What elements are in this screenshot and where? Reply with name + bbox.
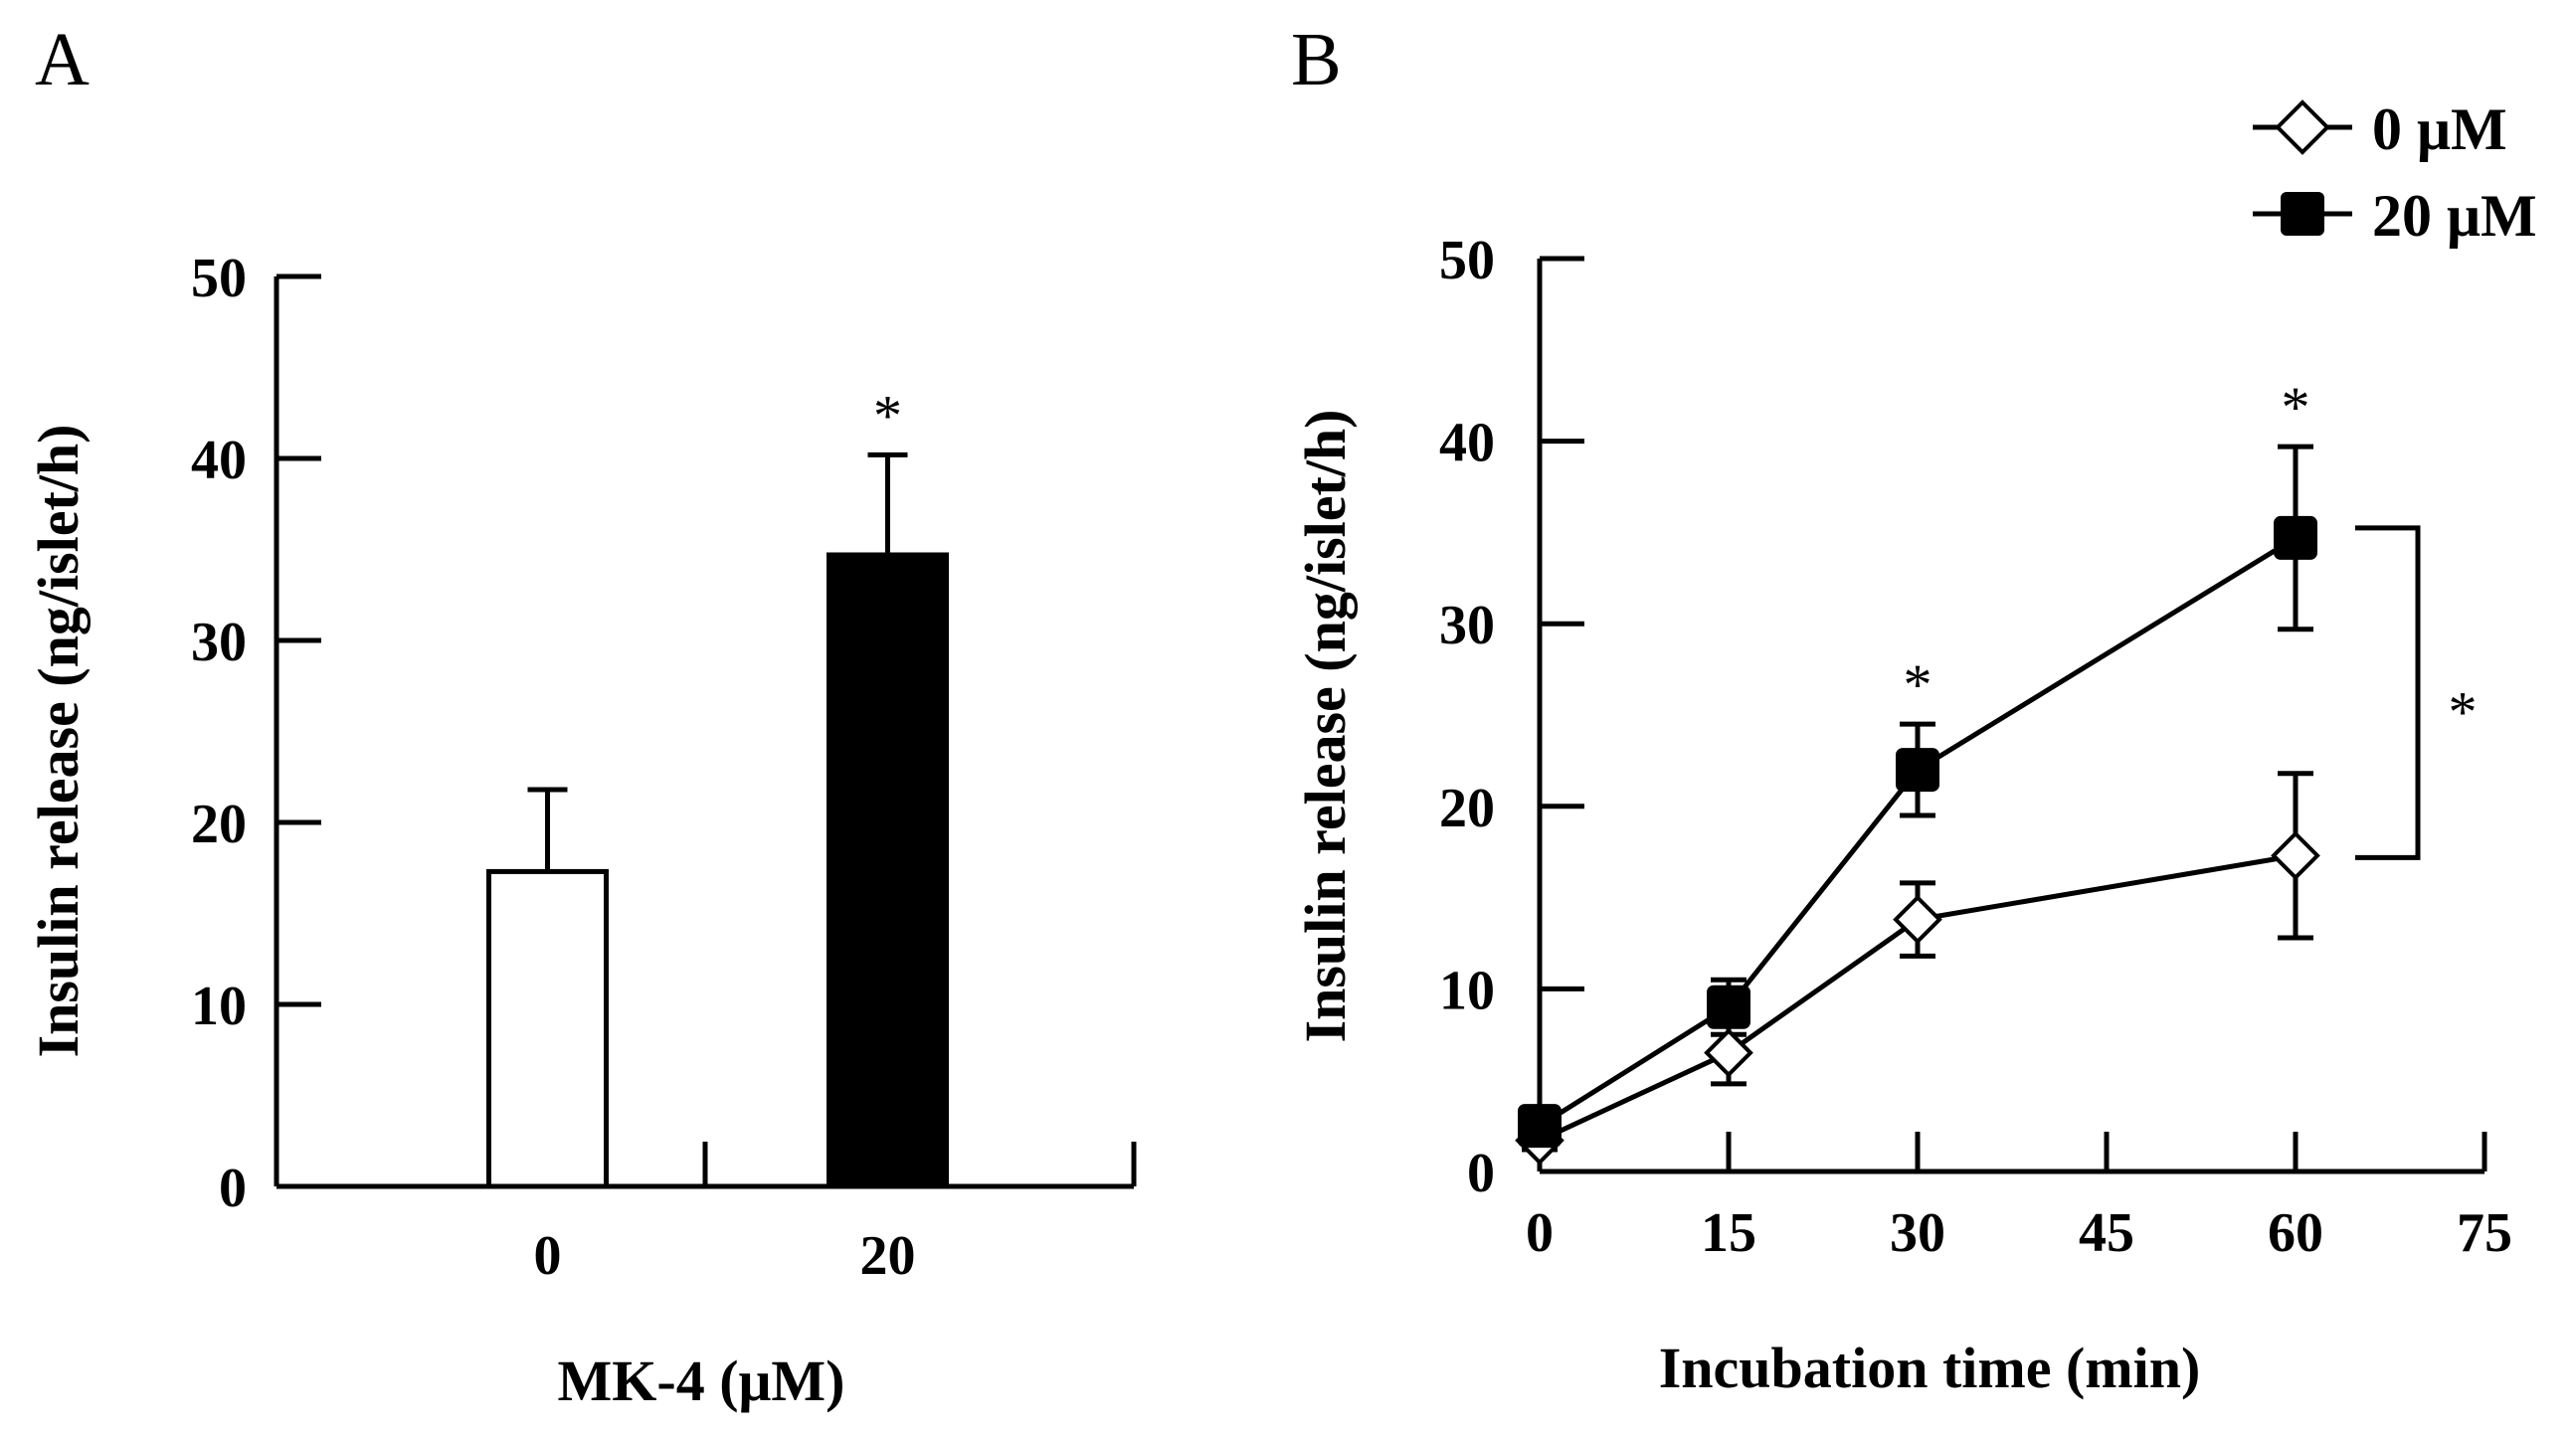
panel-b-x-tick-label: 60 <box>2268 1202 2323 1264</box>
panel-b-point-filled-square <box>1707 985 1750 1029</box>
panel-a-y-tick-label: 50 <box>191 248 247 309</box>
panel-b-significance-mark: * <box>1904 652 1932 717</box>
panel-b-axes: 0 10 20 30 40 50 0 15 30 45 60 75 <box>1439 230 2512 1264</box>
panel-a-bar-20 <box>827 552 949 1189</box>
panel-b-y-tick-label: 20 <box>1439 778 1495 839</box>
panel-a: A 0 20 * 0 10 20 30 40 50 Insulin release (ng/i… <box>26 18 1137 1413</box>
panel-b-y-tick-label: 30 <box>1439 595 1495 656</box>
panel-a-axes: 0 10 20 30 40 50 <box>191 248 1137 1219</box>
panel-b-y-tick-label: 50 <box>1439 230 1495 291</box>
panel-a-x-tick-label: 20 <box>860 1225 916 1287</box>
panel-b-point-open-diamond <box>2271 830 2320 881</box>
legend-item-0: 0 μM <box>2253 96 2507 162</box>
panel-b-point-open-diamond <box>1893 894 1942 945</box>
panel-b-series-line-1 <box>1538 535 2298 1129</box>
panel-b-y-tick-label: 0 <box>1467 1143 1495 1204</box>
panel-b-x-tick-label: 0 <box>1526 1202 1554 1264</box>
legend-label-0: 0 μM <box>2372 96 2507 162</box>
panel-a-significance-mark: * <box>873 383 902 448</box>
panel-b-x-tick-label: 75 <box>2457 1202 2512 1264</box>
legend-marker-open-diamond <box>2275 99 2330 155</box>
panel-a-y-tick-label: 40 <box>191 430 247 491</box>
legend-label-1: 20 μM <box>2372 183 2537 249</box>
panel-b-series: * * * <box>1515 375 2478 1166</box>
panel-b-point-filled-square <box>1896 748 1939 793</box>
panel-b-letter: B <box>1291 18 1342 101</box>
panel-b-point-open-diamond <box>1704 1027 1753 1078</box>
panel-a-letter: A <box>35 18 90 101</box>
panel-a-y-tick-label: 20 <box>191 794 247 855</box>
panel-b-point-filled-square <box>1518 1104 1562 1149</box>
panel-b-legend: 0 μM 20 μM <box>2253 96 2537 249</box>
panel-b-x-axis-title: Incubation time (min) <box>1659 1336 2201 1400</box>
panel-a-bar-0 <box>486 868 609 1189</box>
panel-b-bracket-significance-mark: * <box>2449 680 2478 745</box>
panel-b-significance-bracket <box>2355 525 2421 860</box>
panel-b: B 0 10 20 30 40 50 0 15 30 45 60 75 * * * Insulin rel… <box>1291 18 2537 1400</box>
panel-b-y-tick-label: 10 <box>1439 960 1495 1021</box>
legend-item-1: 20 μM <box>2253 183 2537 249</box>
panel-b-x-tick-label: 15 <box>1701 1202 1756 1264</box>
panel-a-bars: 0 20 * <box>486 383 949 1287</box>
panel-a-y-tick-label: 10 <box>191 976 247 1037</box>
panel-a-x-tick-label: 0 <box>534 1225 562 1287</box>
panel-b-x-tick-label: 30 <box>1890 1202 1945 1264</box>
panel-b-x-tick-label: 45 <box>2079 1202 2134 1264</box>
legend-marker-filled-square <box>2281 192 2324 236</box>
panel-a-y-axis-title: Insulin release (ng/islet/h) <box>26 425 91 1058</box>
panel-b-y-tick-label: 40 <box>1439 413 1495 474</box>
panel-a-x-axis-title: MK-4 (μM) <box>558 1348 845 1413</box>
panel-a-y-tick-label: 0 <box>219 1158 247 1219</box>
panel-b-y-axis-title: Insulin release (ng/islet/h) <box>1293 410 1358 1043</box>
panel-b-series-line-0 <box>1538 852 2297 1144</box>
panel-a-y-tick-label: 30 <box>191 612 247 673</box>
panel-b-significance-mark: * <box>2282 375 2310 440</box>
panel-b-point-filled-square <box>2274 515 2317 560</box>
